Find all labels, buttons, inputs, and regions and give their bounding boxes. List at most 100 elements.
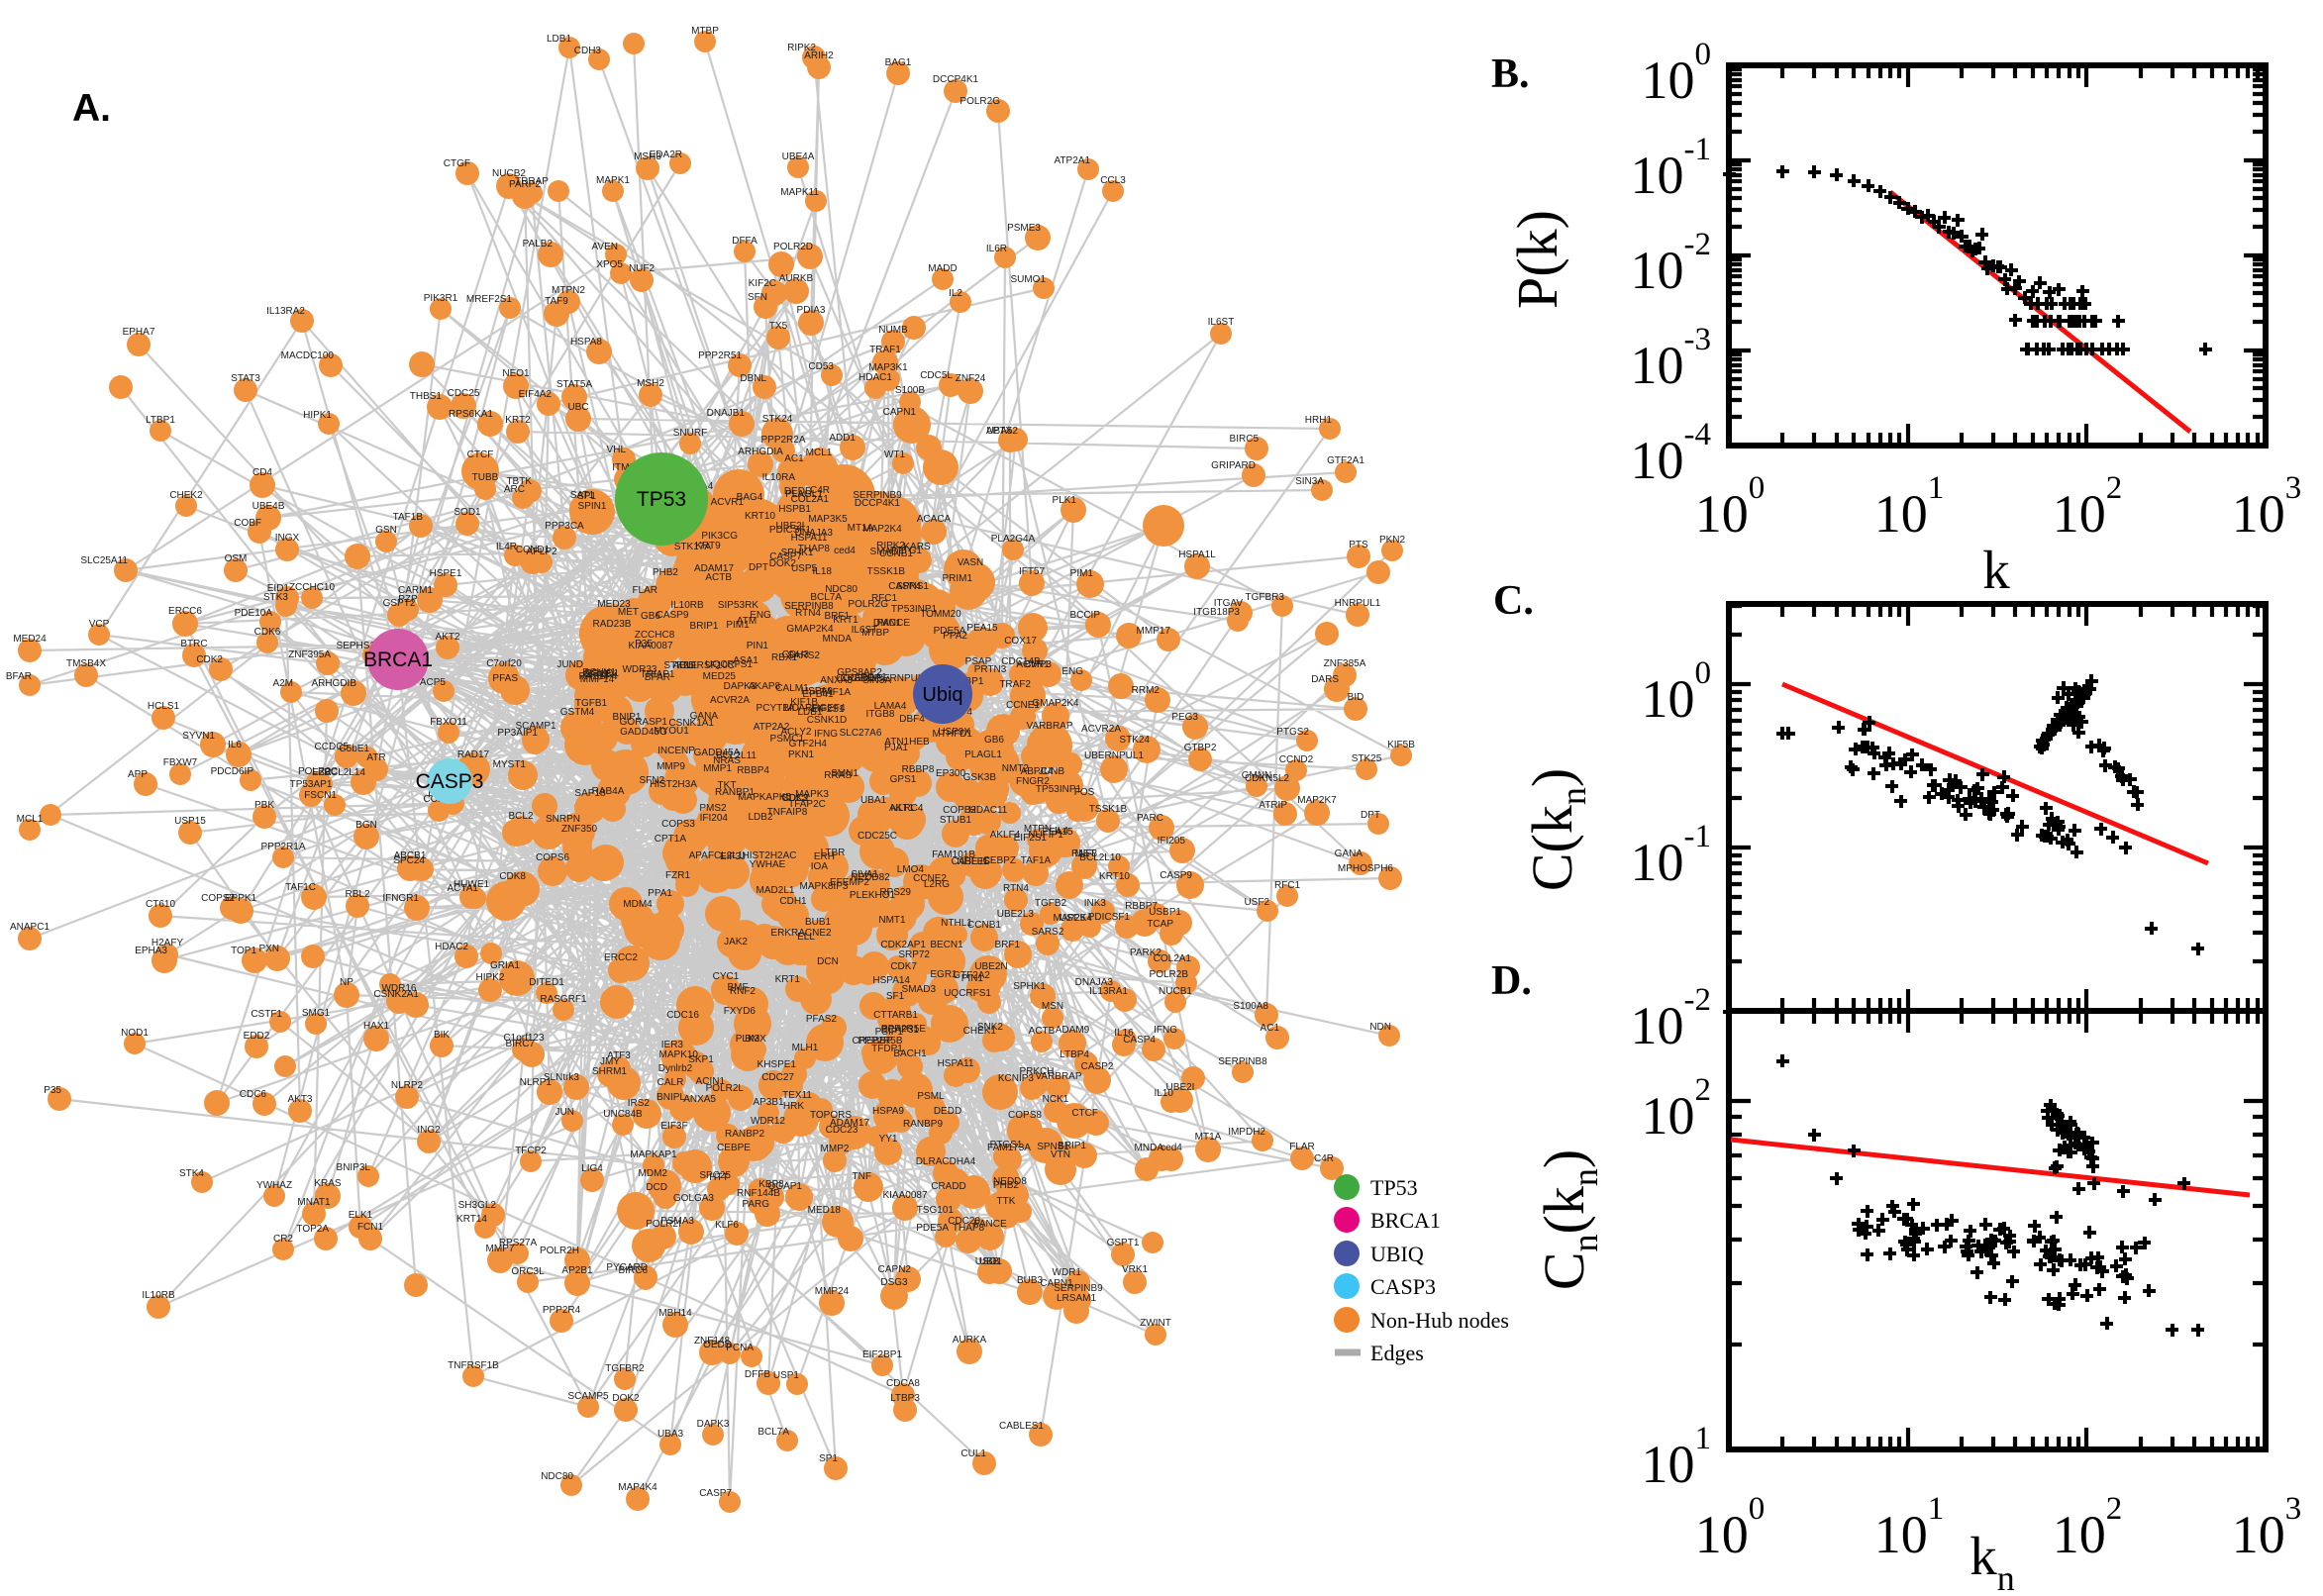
svg-text:CTCF: CTCF [1071, 1108, 1098, 1119]
svg-text:BUB1: BUB1 [805, 917, 832, 928]
svg-text:Non-Hub nodes: Non-Hub nodes [1370, 1308, 1509, 1333]
svg-text:MED25: MED25 [703, 671, 737, 682]
svg-text:MPHOSPH6: MPHOSPH6 [1338, 863, 1394, 874]
svg-text:CDK8: CDK8 [499, 871, 526, 882]
svg-text:EIF2S1: EIF2S1 [811, 704, 845, 715]
svg-text:EIF2S1: EIF2S1 [1014, 833, 1048, 844]
svg-text:UBA1: UBA1 [860, 795, 887, 806]
svg-text:EIF4A2: EIF4A2 [519, 389, 553, 400]
svg-text:VARBRAP: VARBRAP [1035, 1071, 1081, 1082]
svg-text:VHL: VHL [607, 445, 627, 455]
svg-text:S100A8: S100A8 [1233, 1001, 1268, 1012]
svg-text:MMP9: MMP9 [656, 761, 685, 772]
svg-text:PTTG1: PTTG1 [890, 546, 923, 556]
svg-text:CREBBP: CREBBP [840, 673, 880, 684]
svg-text:PMS2: PMS2 [699, 803, 727, 814]
svg-text:KLF6: KLF6 [715, 1220, 739, 1231]
svg-text:DEDD: DEDD [934, 1106, 961, 1117]
svg-text:BRF1: BRF1 [994, 940, 1020, 950]
svg-text:ZNF148: ZNF148 [694, 1336, 731, 1347]
svg-text:PTGS2: PTGS2 [1276, 727, 1309, 738]
svg-text:ACVR1: ACVR1 [1016, 659, 1050, 670]
svg-text:ENG: ENG [1061, 666, 1083, 677]
svg-text:NEO1: NEO1 [502, 368, 530, 379]
svg-text:GADD45A: GADD45A [694, 748, 741, 758]
svg-text:SCAMP1: SCAMP1 [515, 721, 556, 732]
svg-text:NLRP1: NLRP1 [520, 1077, 553, 1088]
svg-text:CSNK1D: CSNK1D [807, 715, 848, 726]
svg-text:HSPE1: HSPE1 [430, 568, 462, 579]
svg-text:SARS2: SARS2 [787, 650, 820, 661]
svg-text:CDK2: CDK2 [196, 654, 223, 665]
svg-text:SPNS1: SPNS1 [896, 581, 929, 592]
svg-text:FLAR: FLAR [1289, 1142, 1315, 1152]
svg-text:BCL2: BCL2 [508, 811, 533, 822]
svg-text:D.: D. [1491, 958, 1532, 1004]
svg-text:KIF2C: KIF2C [749, 278, 776, 289]
svg-text:CEBPE: CEBPE [717, 1143, 751, 1153]
svg-text:HSPA8: HSPA8 [570, 337, 602, 348]
svg-text:Edges: Edges [1370, 1341, 1424, 1365]
svg-text:CASP7: CASP7 [769, 551, 802, 562]
svg-text:PLK1: PLK1 [1053, 495, 1077, 506]
svg-text:SPHK1: SPHK1 [781, 548, 814, 558]
svg-text:PTGS1: PTGS1 [990, 1140, 1023, 1150]
svg-text:MAPK3: MAPK3 [795, 789, 829, 800]
svg-text:USP15: USP15 [174, 816, 206, 827]
svg-text:ZCCHC10: ZCCHC10 [289, 582, 336, 593]
svg-text:GB6: GB6 [984, 735, 1004, 746]
svg-text:TGFB2: TGFB2 [1035, 898, 1067, 909]
svg-text:MAP3K5: MAP3K5 [808, 514, 848, 525]
svg-text:CDC14B: CDC14B [1001, 656, 1041, 667]
svg-text:GSN: GSN [375, 525, 397, 536]
svg-text:FAM101B: FAM101B [932, 849, 975, 860]
svg-text:HDAC2: HDAC2 [435, 942, 468, 952]
svg-text:AKAP8: AKAP8 [749, 681, 781, 692]
svg-text:CASP2: CASP2 [1081, 1061, 1114, 1072]
svg-text:BMX: BMX [745, 1034, 766, 1045]
svg-text:DCD: DCD [646, 1182, 667, 1193]
svg-text:WDR33: WDR33 [622, 664, 656, 675]
svg-text:ACTA1: ACTA1 [448, 883, 479, 894]
svg-text:NEDD82: NEDD82 [851, 872, 890, 883]
svg-text:CHEK2: CHEK2 [169, 490, 203, 501]
svg-text:PEA15: PEA15 [966, 623, 998, 634]
svg-text:KBP8: KBP8 [758, 1179, 784, 1190]
svg-text:TSG101: TSG101 [917, 1205, 955, 1216]
svg-text:CCNB1: CCNB1 [879, 549, 913, 559]
svg-text:HDAC1: HDAC1 [858, 372, 892, 383]
svg-text:BCL7A: BCL7A [810, 592, 842, 603]
svg-text:MAP2K7: MAP2K7 [1297, 795, 1337, 806]
svg-text:XPO5: XPO5 [596, 259, 623, 270]
svg-text:ARHGDIA: ARHGDIA [738, 447, 783, 457]
svg-text:ITGB8: ITGB8 [866, 709, 895, 720]
svg-text:USO1: USO1 [975, 1256, 1003, 1267]
svg-text:MAD2L1: MAD2L1 [757, 885, 795, 896]
svg-text:GSK3B: GSK3B [963, 772, 997, 783]
svg-text:IRS2: IRS2 [628, 1098, 651, 1109]
svg-text:IER3: IER3 [661, 1040, 684, 1050]
svg-text:WDR12: WDR12 [751, 1116, 785, 1127]
svg-text:MTHFD1: MTHFD1 [932, 729, 972, 740]
svg-text:STAT5A: STAT5A [556, 379, 593, 390]
svg-text:MMP17: MMP17 [1137, 626, 1171, 637]
svg-text:ACIN1: ACIN1 [696, 1076, 726, 1087]
svg-text:EDA2R: EDA2R [650, 150, 682, 160]
svg-text:CT610: CT610 [146, 899, 175, 910]
svg-text:HCLS1: HCLS1 [148, 701, 180, 712]
svg-text:HAX1: HAX1 [363, 1021, 390, 1032]
svg-text:ANXA5: ANXA5 [683, 1094, 716, 1105]
svg-text:GTF2A1: GTF2A1 [1327, 455, 1364, 466]
svg-text:COPS3: COPS3 [661, 819, 695, 830]
svg-text:RPS29: RPS29 [879, 887, 911, 898]
svg-text:SPHK1: SPHK1 [1013, 981, 1046, 992]
svg-text:SP1: SP1 [577, 491, 596, 502]
svg-text:C4R: C4R [1314, 1153, 1334, 1164]
svg-text:STK4: STK4 [179, 1168, 204, 1179]
svg-text:PCYT1A: PCYT1A [757, 703, 795, 714]
svg-text:USP1: USP1 [773, 1370, 800, 1381]
svg-text:UBC: UBC [567, 402, 588, 413]
svg-text:PPP3CA: PPP3CA [545, 521, 584, 532]
svg-text:BAG4: BAG4 [737, 492, 763, 503]
svg-text:ASA1: ASA1 [733, 655, 758, 666]
